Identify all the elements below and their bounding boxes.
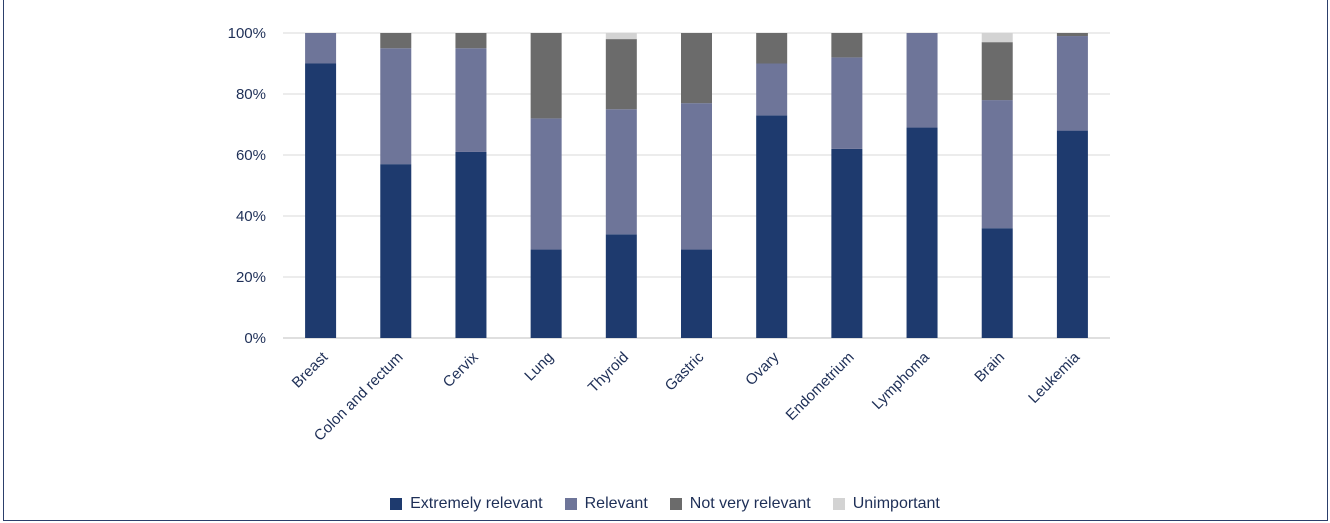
x-tick-label: Leukemia <box>1025 348 1083 406</box>
bars <box>305 33 1088 338</box>
legend-item: Relevant <box>564 495 648 513</box>
bar-segment <box>681 103 712 250</box>
y-tick-label: 20% <box>236 269 266 286</box>
bar-segment <box>981 100 1013 229</box>
bar-segment <box>756 33 788 64</box>
legend-item: Unimportant <box>832 495 940 513</box>
legend: Extremely relevant Relevant Not very relev… <box>0 495 1330 513</box>
y-tick-label: 80% <box>236 86 266 103</box>
legend-label: Not very relevant <box>689 495 811 512</box>
bar-segment <box>681 249 712 338</box>
x-tick-label: Thyroid <box>585 349 632 396</box>
bar-segment <box>455 151 487 338</box>
bar-segment <box>981 42 1013 101</box>
x-tick-label: Cervix <box>440 348 482 390</box>
x-tick-label: Breast <box>289 348 332 391</box>
y-tick-label: 60% <box>236 147 266 164</box>
legend-item: Not very relevant <box>669 495 811 513</box>
x-tick-label: Gastric <box>662 348 708 394</box>
y-tick-label: 40% <box>236 208 266 225</box>
legend-swatch <box>669 498 682 510</box>
y-tick-label: 0% <box>244 330 266 347</box>
legend-label: Extremely relevant <box>410 495 543 512</box>
bar-segment <box>530 249 562 338</box>
bar-segment <box>530 33 562 119</box>
bar-segment <box>981 228 1013 338</box>
bar-segment <box>831 57 863 149</box>
bar-segment <box>1056 130 1088 338</box>
chart-frame <box>3 0 1328 521</box>
bar-segment <box>906 33 938 128</box>
bar-segment <box>831 33 863 58</box>
bar-segment <box>831 148 863 338</box>
bar-segment <box>756 115 788 338</box>
bar-segment <box>981 33 1013 43</box>
x-tick-label: Lung <box>521 349 557 385</box>
bar-segment <box>530 118 562 250</box>
bar-segment <box>756 63 788 116</box>
bar-segment <box>605 234 637 338</box>
bar-segment <box>380 33 412 49</box>
legend-label: Relevant <box>584 495 648 512</box>
bar-segment <box>1056 36 1088 131</box>
x-tick-label: Lymphoma <box>869 348 934 413</box>
legend-swatch <box>832 498 845 510</box>
legend-label: Unimportant <box>852 495 940 512</box>
legend-item: Extremely relevant <box>390 495 543 513</box>
legend-swatch <box>390 498 403 510</box>
bar-segment <box>605 39 637 110</box>
y-axis-ticks: 0% 20% 40% 60% 80% 100% <box>228 25 266 347</box>
x-tick-label: Brain <box>971 349 1008 386</box>
bar-segment <box>1056 33 1088 37</box>
bar-segment <box>455 33 487 49</box>
bar-segment <box>906 127 938 338</box>
bar-segment <box>605 109 637 235</box>
bar-segment <box>605 33 637 40</box>
bar-segment <box>380 48 412 165</box>
bar-segment <box>305 63 337 338</box>
x-tick-label: Endometrium <box>783 349 858 424</box>
x-tick-label: Ovary <box>742 348 783 389</box>
legend-swatch <box>564 498 577 510</box>
bar-segment <box>380 164 412 338</box>
y-tick-label: 100% <box>228 25 266 42</box>
bar-segment <box>305 33 337 64</box>
bar-segment <box>681 33 712 104</box>
bar-segment <box>455 48 487 152</box>
